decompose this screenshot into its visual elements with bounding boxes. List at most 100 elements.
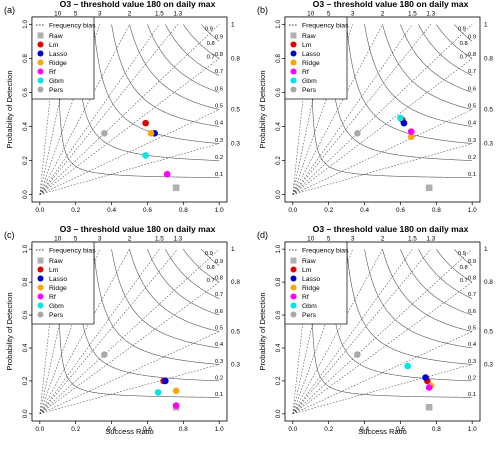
- bias-line-1.5: [39, 248, 160, 415]
- y-tick-label: 0.8: [22, 54, 29, 63]
- csi-label: 0.9: [215, 35, 223, 41]
- csi-label: 0.1: [468, 172, 476, 178]
- panel-b: 10 5 3 2 1.5 1.310.80.50.30.90.80.70.60.50.40…: [257, 0, 493, 214]
- csi-label: 0.9: [205, 251, 213, 257]
- y-tick-label: 0.8: [22, 277, 29, 286]
- bias-label-top: 2: [381, 236, 385, 243]
- point-rf: [425, 384, 433, 391]
- y-tick-label: 0.6: [22, 88, 29, 97]
- csi-curve-0.1: [310, 24, 473, 178]
- legend-swatch-raw: [290, 257, 297, 264]
- csi-curve-0.9: [454, 24, 473, 42]
- csi-label: 0.9: [458, 26, 466, 32]
- legend-swatch-lm: [290, 266, 297, 273]
- x-tick-label: 0.2: [324, 426, 333, 433]
- bias-label-top: 1.3: [173, 236, 182, 243]
- legend-box: [284, 16, 348, 100]
- point-lasso: [162, 377, 169, 385]
- csi-curve-0.6: [147, 24, 220, 93]
- point-pers: [101, 351, 108, 358]
- csi-curve-0.1: [57, 24, 220, 178]
- csi-label: 0.3: [468, 359, 476, 365]
- csi-curve-0.4: [111, 249, 220, 349]
- bias-line-5: [292, 249, 329, 414]
- csi-label: 0.1: [215, 172, 223, 178]
- csi-curve-0.8: [436, 248, 473, 283]
- point-raw: [172, 184, 180, 192]
- y-tick-label: 0.6: [275, 88, 282, 97]
- csi-label: 0.7: [460, 278, 468, 284]
- legend-label-gbm: Gbm: [302, 78, 317, 85]
- legend: Frequency bias Raw Lm Lasso Ridge Rf Gbm Pers: [284, 16, 349, 100]
- bias-label-right: 0.5: [231, 107, 240, 114]
- bias-line-2: [39, 249, 130, 414]
- csi-curve-0.9: [201, 24, 220, 42]
- x-tick-label: 0.8: [432, 426, 441, 433]
- bias-line-0.8: [292, 58, 473, 195]
- plot-border: [31, 241, 228, 422]
- csi-label: 0.2: [215, 155, 223, 161]
- legend-swatch-lasso: [37, 275, 44, 282]
- point-lm: [142, 119, 149, 127]
- csi-label: 0.1: [215, 392, 223, 398]
- legend-swatch-gbm: [37, 77, 44, 84]
- legend-label-lasso: Lasso: [302, 51, 320, 58]
- panel-title: O3 – threshold value 180 on daily max: [60, 224, 216, 234]
- legend-label-raw: Raw: [302, 258, 316, 265]
- y-axis-label: Probability of Detection: [5, 70, 14, 148]
- x-tick-label: 0.6: [396, 426, 405, 433]
- csi-curve-0.9: [454, 248, 473, 266]
- csi-label: 0.7: [207, 278, 215, 284]
- legend: Frequency bias Raw Lm Lasso Ridge Rf Gbm Pers: [31, 241, 96, 325]
- csi-label: 0.4: [468, 342, 477, 348]
- legend-label-rf: Rf: [302, 69, 309, 76]
- csi-curve-0.1: [57, 249, 220, 398]
- bias-line-1: [39, 24, 220, 195]
- legend-label-raw: Raw: [49, 33, 63, 40]
- bias-line-1.5: [292, 24, 413, 195]
- csi-curve-0.4: [111, 24, 220, 127]
- csi-label: 0.8: [207, 41, 215, 47]
- csi-label: 0.7: [215, 292, 223, 298]
- data-points: [354, 351, 435, 411]
- bias-line-1: [39, 248, 220, 415]
- point-rf: [407, 128, 415, 135]
- bias-label-top: 3: [98, 11, 102, 18]
- point-pers: [354, 351, 361, 358]
- panel-title: O3 – threshold value 180 on daily max: [313, 224, 469, 234]
- legend-label-lm: Lm: [302, 267, 312, 274]
- csi-curve-0.5: [129, 24, 220, 110]
- csi-curve-0.7: [165, 24, 220, 76]
- csi-label: 0.8: [460, 265, 468, 271]
- y-tick-label: 0.2: [22, 376, 29, 385]
- csi-label: 0.6: [468, 86, 476, 92]
- point-lasso: [400, 119, 408, 127]
- csi-label: 0.9: [468, 35, 476, 41]
- legend-label-lasso: Lasso: [49, 276, 67, 283]
- bias-label-top: 1.3: [426, 11, 435, 18]
- bias-label-top: 1.3: [426, 236, 435, 243]
- legend-swatch-rf: [37, 293, 44, 300]
- legend-swatch-lasso: [37, 50, 44, 57]
- point-gbm: [404, 362, 411, 370]
- bias-line-0.3: [292, 364, 473, 415]
- legend-label-lm: Lm: [302, 42, 312, 49]
- point-rf: [172, 402, 180, 409]
- bias-label-top: 5: [327, 11, 331, 18]
- bias-line-3: [39, 24, 100, 195]
- bias-line-1.3: [39, 24, 179, 195]
- bias-line-2: [292, 249, 383, 414]
- csi-curve-0.6: [147, 249, 220, 316]
- csi-curve-0.7: [418, 24, 473, 76]
- csi-label: 0.7: [468, 292, 476, 298]
- y-tick-label: 0.4: [22, 122, 29, 131]
- legend-swatch-raw: [290, 32, 297, 39]
- bias-line-1.3: [292, 248, 432, 415]
- legend-label-lm: Lm: [49, 267, 59, 274]
- point-raw: [425, 184, 433, 192]
- x-tick-label: 0.4: [107, 426, 116, 433]
- legend-swatch-pers: [37, 311, 44, 318]
- x-tick-label: 0.2: [324, 207, 333, 214]
- csi-label: 0.6: [468, 309, 476, 315]
- bias-label-top: 3: [351, 11, 355, 18]
